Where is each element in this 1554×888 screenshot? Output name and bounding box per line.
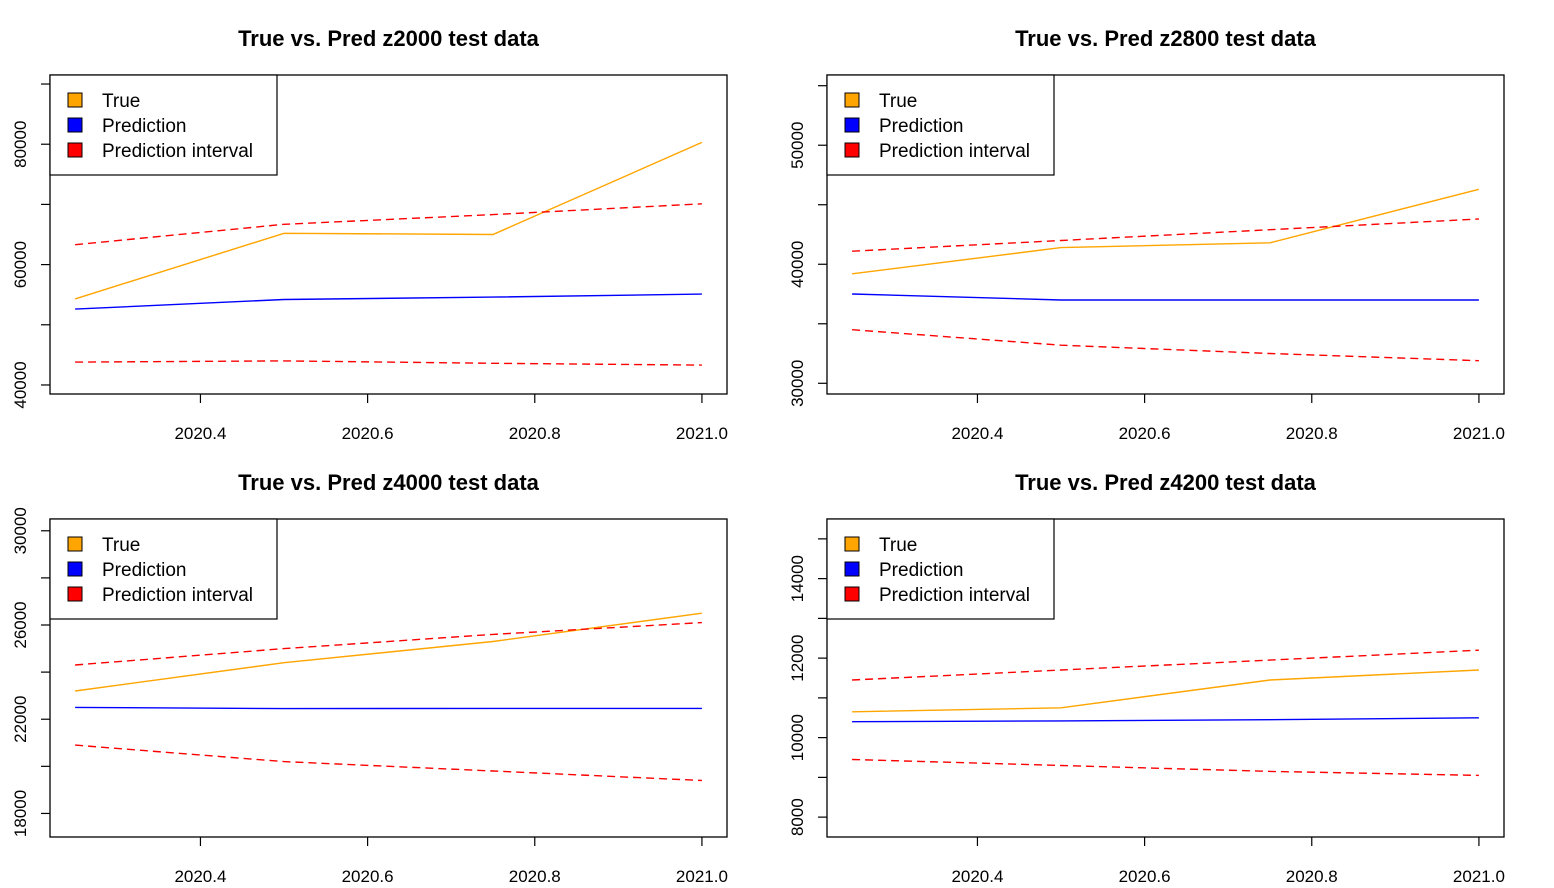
plot-frame xyxy=(49,74,728,395)
legend-swatch xyxy=(67,561,83,577)
legend-swatch xyxy=(67,92,83,108)
y-tick-label: 26000 xyxy=(11,601,30,648)
x-tick-label: 2021.0 xyxy=(676,424,728,443)
x-tick-label: 2020.6 xyxy=(342,867,394,886)
legend-label: Prediction xyxy=(879,560,964,581)
plot-frame xyxy=(49,518,728,838)
y-tick-label: 30000 xyxy=(788,360,807,407)
x-tick-label: 2020.6 xyxy=(1119,867,1171,886)
legend-swatch xyxy=(844,92,860,108)
x-tick-label: 2020.4 xyxy=(951,424,1003,443)
chart-panel-3: True vs. Pred z4000 test data 2020.4 2020.… xyxy=(11,470,728,886)
legend-label: True xyxy=(102,91,140,112)
series-line-prediction-interval xyxy=(852,218,1479,252)
series-line-prediction xyxy=(852,717,1479,723)
legend: True Prediction Prediction interval xyxy=(826,74,1055,176)
plot-frame xyxy=(826,518,1505,838)
legend: True Prediction Prediction interval xyxy=(826,518,1055,620)
x-tick-label: 2020.4 xyxy=(951,867,1003,886)
x-tick-label: 2020.4 xyxy=(174,424,226,443)
chart-panel-1: True vs. Pred z2000 test data 2020.4 2020.… xyxy=(11,26,728,443)
x-tick-label: 2021.0 xyxy=(676,867,728,886)
chart-panel-2: True vs. Pred z2800 test data 2020.4 2020.… xyxy=(788,26,1505,443)
x-tick-label: 2020.4 xyxy=(174,867,226,886)
x-tick-label: 2020.8 xyxy=(1286,424,1338,443)
legend-box xyxy=(826,518,1055,620)
legend-swatch xyxy=(844,536,860,552)
legend-swatch xyxy=(844,117,860,133)
legend-label: Prediction interval xyxy=(102,141,253,162)
y-tick-label: 10000 xyxy=(788,714,807,761)
series-line-true xyxy=(75,612,702,692)
legend-label: True xyxy=(879,91,917,112)
series-line-prediction-interval xyxy=(75,203,702,246)
y-tick-label: 50000 xyxy=(788,122,807,169)
plot-frame xyxy=(826,74,1505,395)
series-line-prediction xyxy=(852,293,1479,301)
y-tick-label: 40000 xyxy=(11,361,30,408)
legend-box xyxy=(49,518,278,620)
legend-swatch xyxy=(844,561,860,577)
y-tick-label: 80000 xyxy=(11,121,30,168)
x-tick-label: 2021.0 xyxy=(1453,867,1505,886)
legend-label: Prediction xyxy=(102,560,187,581)
legend-label: True xyxy=(102,535,140,556)
legend-swatch xyxy=(67,536,83,552)
x-tick-label: 2020.6 xyxy=(1119,424,1171,443)
series-line-prediction-interval-lower xyxy=(75,744,702,782)
legend-box xyxy=(826,74,1055,176)
series-line-true xyxy=(74,141,703,300)
legend-swatch xyxy=(67,117,83,133)
series-line-prediction-interval-lower xyxy=(852,329,1479,362)
y-tick-label: 14000 xyxy=(788,555,807,602)
legend-label: Prediction interval xyxy=(102,585,253,606)
series-line-prediction xyxy=(75,293,702,310)
y-tick-label: 8000 xyxy=(788,798,807,836)
y-tick-label: 40000 xyxy=(788,241,807,288)
legend-label: Prediction interval xyxy=(879,141,1030,162)
series-line-prediction-interval-lower xyxy=(75,360,702,366)
y-tick-label: 12000 xyxy=(788,634,807,681)
x-tick-label: 2020.6 xyxy=(342,424,394,443)
series-line-prediction-interval xyxy=(852,649,1479,681)
series-line-prediction-interval xyxy=(75,621,702,666)
series-line-prediction xyxy=(75,706,702,710)
legend: True Prediction Prediction interval xyxy=(49,518,278,620)
y-tick-label: 18000 xyxy=(11,790,30,837)
y-tick-label: 60000 xyxy=(11,241,30,288)
x-tick-label: 2021.0 xyxy=(1453,424,1505,443)
legend-swatch xyxy=(67,586,83,602)
legend-label: Prediction xyxy=(879,116,964,137)
series-line-true xyxy=(852,188,1480,275)
chart-title: True vs. Pred z4200 test data xyxy=(1015,470,1317,495)
x-tick-label: 2020.8 xyxy=(1286,867,1338,886)
x-tick-label: 2020.8 xyxy=(509,867,561,886)
chart-title: True vs. Pred z2000 test data xyxy=(238,26,540,51)
chart-title: True vs. Pred z2800 test data xyxy=(1015,26,1317,51)
series-line-true xyxy=(852,669,1479,713)
legend-label: Prediction xyxy=(102,116,187,137)
y-tick-label: 22000 xyxy=(11,696,30,743)
series-line-prediction-interval-lower xyxy=(852,758,1479,777)
chart-panel-4: True vs. Pred z4200 test data 2020.4 2020.… xyxy=(788,470,1505,886)
y-tick-label: 30000 xyxy=(11,507,30,554)
x-tick-label: 2020.8 xyxy=(509,424,561,443)
legend-swatch xyxy=(844,586,860,602)
legend-box xyxy=(49,74,278,176)
legend-label: Prediction interval xyxy=(879,585,1030,606)
legend-label: True xyxy=(879,535,917,556)
legend-swatch xyxy=(844,142,860,158)
chart-title: True vs. Pred z4000 test data xyxy=(238,470,540,495)
legend: True Prediction Prediction interval xyxy=(49,74,278,176)
legend-swatch xyxy=(67,142,83,158)
